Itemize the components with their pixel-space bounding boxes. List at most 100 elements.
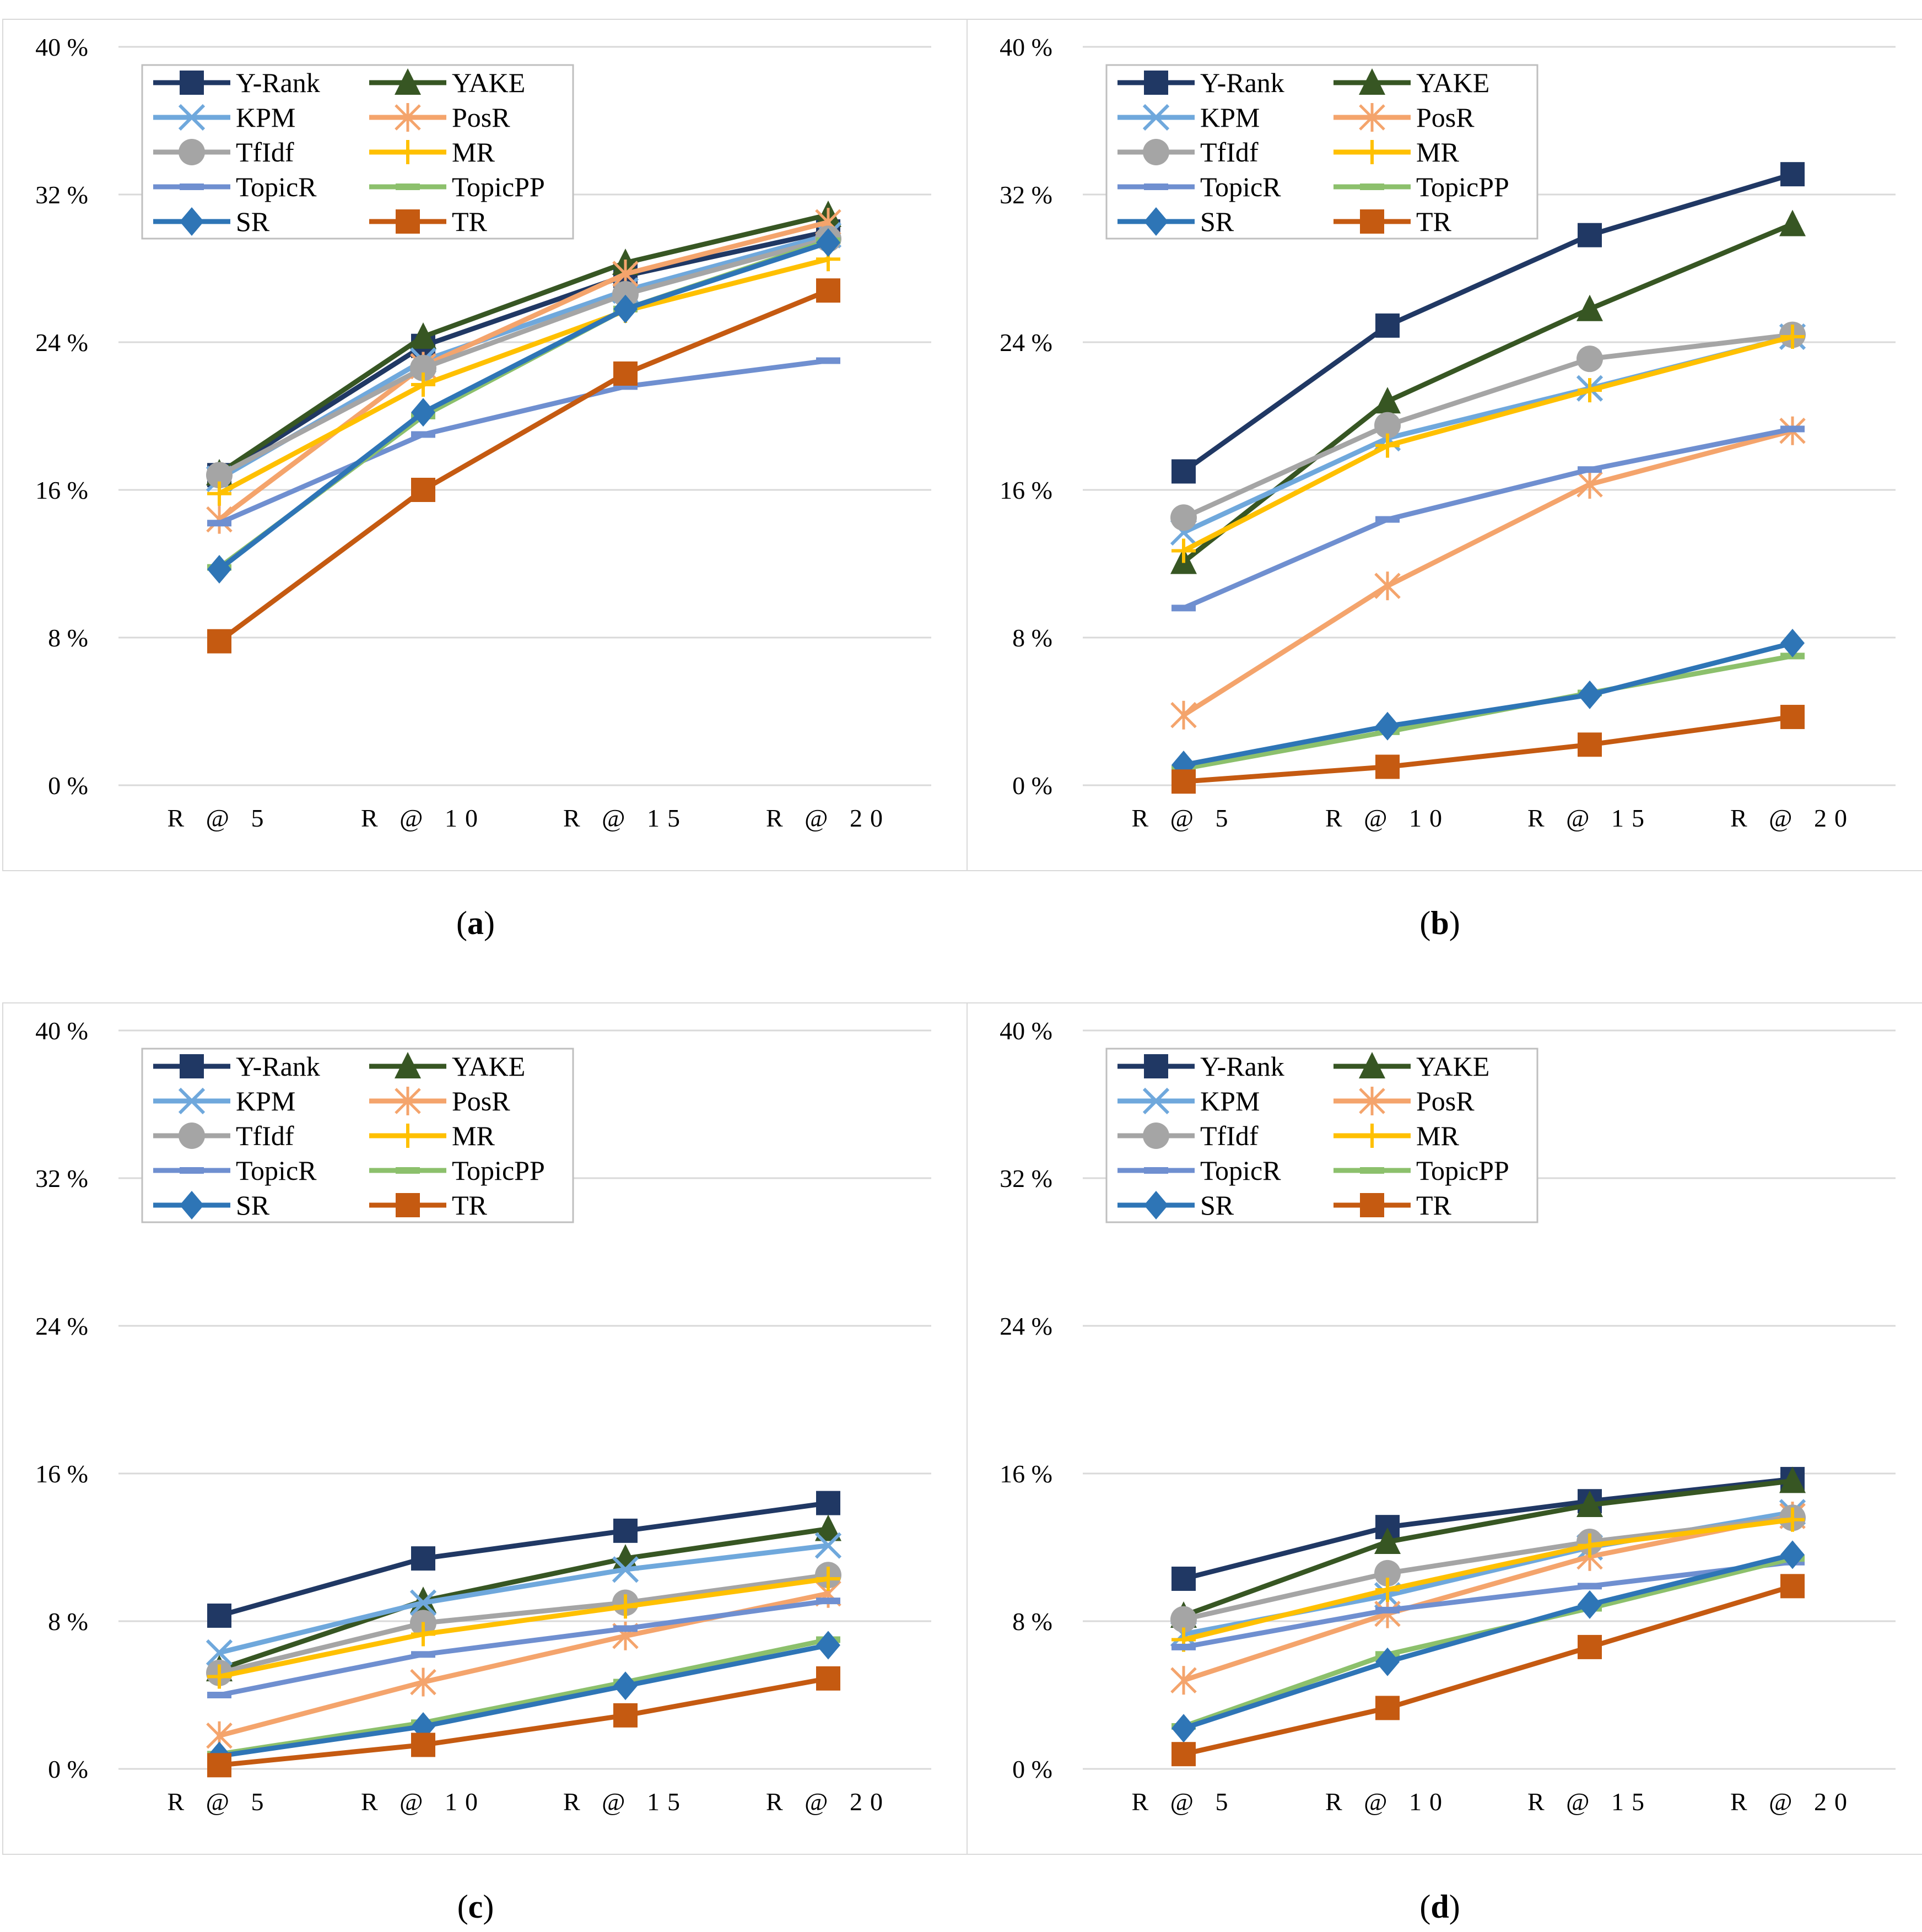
panel-caption: (b) xyxy=(1419,905,1460,941)
data-point xyxy=(1171,1714,1196,1743)
series-line xyxy=(1181,222,1795,565)
data-point xyxy=(411,1622,435,1647)
caption-paren: ) xyxy=(483,1888,494,1925)
legend-item: TopicR xyxy=(153,1155,317,1186)
data-point xyxy=(1170,1606,1197,1633)
legend-item: SR xyxy=(153,1190,270,1221)
legend-label: Y-Rank xyxy=(1200,1051,1284,1082)
legend-item: TfIdf xyxy=(153,1120,294,1151)
series-tfidf xyxy=(1170,1504,1806,1633)
legend-label: TopicR xyxy=(236,1155,317,1186)
legend-item: MR xyxy=(369,137,495,168)
legend-marker xyxy=(1359,68,1385,95)
y-tick-label: 32 % xyxy=(35,181,88,209)
legend-label: SR xyxy=(1200,206,1234,237)
data-point xyxy=(612,280,639,307)
data-point xyxy=(1374,1599,1401,1628)
data-point xyxy=(1170,700,1197,730)
data-point xyxy=(613,1703,638,1728)
data-point xyxy=(411,1546,435,1571)
data-point xyxy=(409,1589,437,1616)
legend-marker xyxy=(1359,1052,1385,1078)
series-line xyxy=(1181,1583,1795,1757)
legend-label: YAKE xyxy=(1416,1051,1489,1082)
legend-item: PosR xyxy=(1333,1086,1475,1116)
data-point xyxy=(1170,1666,1197,1695)
series-line xyxy=(217,1572,831,1676)
panel-caption: (a) xyxy=(456,905,495,941)
y-tick-label: 0 % xyxy=(48,1755,88,1783)
y-tick-label: 32 % xyxy=(35,1164,88,1192)
legend-label: PosR xyxy=(452,102,510,133)
legend-item: TopicR xyxy=(153,171,317,202)
y-tick-label: 16 % xyxy=(35,476,88,504)
data-point xyxy=(411,1733,435,1757)
legend-label: SR xyxy=(236,206,270,237)
legend-label: PosR xyxy=(1416,102,1475,133)
series-line xyxy=(1181,640,1795,768)
x-tick-label: R @ 20 xyxy=(1730,1788,1855,1816)
legend-label: PosR xyxy=(1416,1086,1475,1116)
data-point xyxy=(1780,1574,1805,1599)
data-point xyxy=(816,1666,840,1691)
x-tick-label: R @ 15 xyxy=(1527,1788,1652,1816)
legend-label: Y-Rank xyxy=(236,67,320,98)
legend-label: KPM xyxy=(236,102,295,133)
data-point xyxy=(816,1631,840,1660)
y-tick-label: 24 % xyxy=(35,1312,88,1340)
legend-item: YAKE xyxy=(369,1051,525,1082)
legend: Y-Rank YAKE KPM PosR TfIdf MR TopicR TopicPP SR T… xyxy=(141,1048,574,1223)
series-line xyxy=(217,1501,831,1618)
x-tick-label: R @ 20 xyxy=(766,1788,890,1816)
x-tick-label: R @ 10 xyxy=(1325,1788,1450,1816)
legend-marker xyxy=(395,1052,421,1078)
data-point xyxy=(410,322,436,349)
legend-marker xyxy=(180,1191,204,1219)
x-tick-label: R @ 10 xyxy=(1325,804,1450,832)
data-point xyxy=(1780,629,1805,658)
legend-marker xyxy=(179,139,205,165)
y-tick-label: 8 % xyxy=(1012,624,1052,652)
legend-label: TfIdf xyxy=(1200,1120,1259,1151)
legend-item: TopicR xyxy=(1117,1155,1281,1186)
legend-item: MR xyxy=(369,1120,495,1151)
x-tick-label: R @ 20 xyxy=(1730,804,1855,832)
y-tick-label: 40 % xyxy=(1000,1017,1052,1045)
data-point xyxy=(613,294,638,323)
data-point xyxy=(1375,313,1400,338)
series-tr xyxy=(1171,1574,1805,1767)
legend-item: YAKE xyxy=(369,67,525,98)
series-line xyxy=(217,358,831,526)
data-point xyxy=(1374,387,1401,414)
chart-panel-d: 0 % 8 % 16 % 24 % 32 % 40 % R @ 5 R @ 10 R @ 15 R… xyxy=(967,1002,1922,1925)
legend-label: TopicPP xyxy=(452,171,545,202)
x-tick-label: R @ 5 xyxy=(167,804,271,832)
y-tick-label: 32 % xyxy=(1000,181,1052,209)
data-point xyxy=(206,1639,233,1666)
series-line xyxy=(217,1637,831,1757)
legend-item: Y-Rank xyxy=(1117,67,1284,98)
legend-label: TfIdf xyxy=(1200,137,1259,168)
data-point xyxy=(1375,1647,1400,1676)
legend-label: TR xyxy=(1416,1190,1452,1221)
data-point xyxy=(411,478,435,502)
data-point xyxy=(1375,433,1400,458)
data-point xyxy=(1780,324,1805,349)
legend-label: TopicR xyxy=(1200,171,1281,202)
y-tick-label: 40 % xyxy=(35,1017,88,1045)
legend-label: TR xyxy=(452,1190,488,1221)
data-point xyxy=(1577,294,1603,321)
legend-marker xyxy=(1144,207,1168,236)
data-point xyxy=(814,1532,842,1559)
caption-paren: ( xyxy=(457,1888,468,1925)
series-line xyxy=(217,236,831,478)
data-point xyxy=(816,357,840,364)
legend-item: Y-Rank xyxy=(153,1051,320,1082)
legend-marker xyxy=(395,103,421,132)
data-point xyxy=(816,278,840,303)
y-tick-label: 8 % xyxy=(48,1607,88,1636)
data-point xyxy=(1578,1533,1602,1558)
legend: Y-Rank YAKE KPM PosR TfIdf MR TopicR TopicPP SR T… xyxy=(141,64,574,240)
legend-marker xyxy=(396,1193,420,1217)
data-point xyxy=(1780,1540,1805,1569)
